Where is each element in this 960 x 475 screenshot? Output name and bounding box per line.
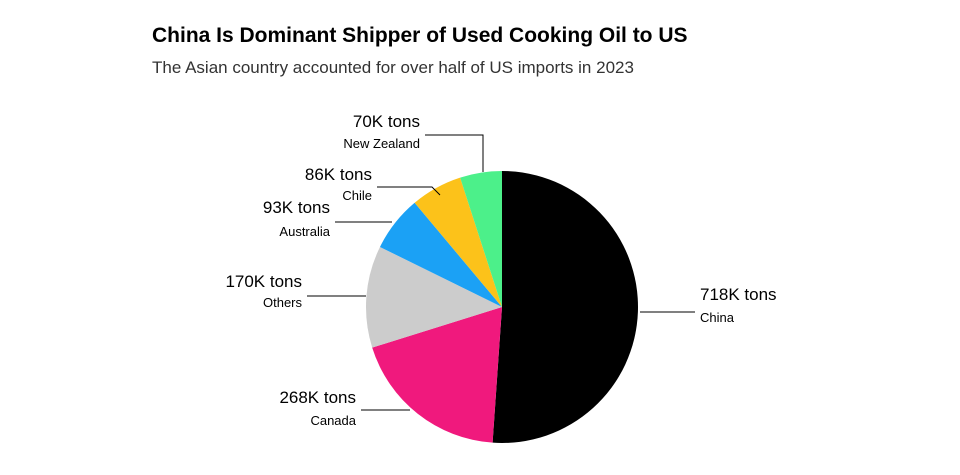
category-label: Chile — [342, 188, 372, 203]
pie-slice — [414, 177, 502, 307]
pie-slice — [379, 202, 502, 307]
leader-line — [377, 186, 441, 196]
category-label: Others — [263, 295, 303, 310]
chart-title: China Is Dominant Shipper of Used Cookin… — [152, 24, 688, 47]
pie-slice — [372, 307, 502, 443]
value-label: 718K tons — [700, 285, 777, 304]
chart-subtitle: The Asian country accounted for over hal… — [152, 58, 634, 77]
leader-line — [425, 134, 484, 172]
value-label: 268K tons — [279, 388, 356, 407]
value-label: 93K tons — [263, 198, 330, 217]
category-label: China — [700, 310, 735, 325]
category-label: New Zealand — [343, 136, 420, 151]
category-label: Australia — [279, 224, 330, 239]
pie-slice — [366, 246, 502, 348]
pie-slice — [460, 171, 502, 307]
value-label: 70K tons — [353, 112, 420, 131]
category-label: Canada — [310, 413, 356, 428]
pie-slice — [492, 171, 639, 443]
value-label: 170K tons — [225, 272, 302, 291]
value-label: 86K tons — [305, 165, 372, 184]
